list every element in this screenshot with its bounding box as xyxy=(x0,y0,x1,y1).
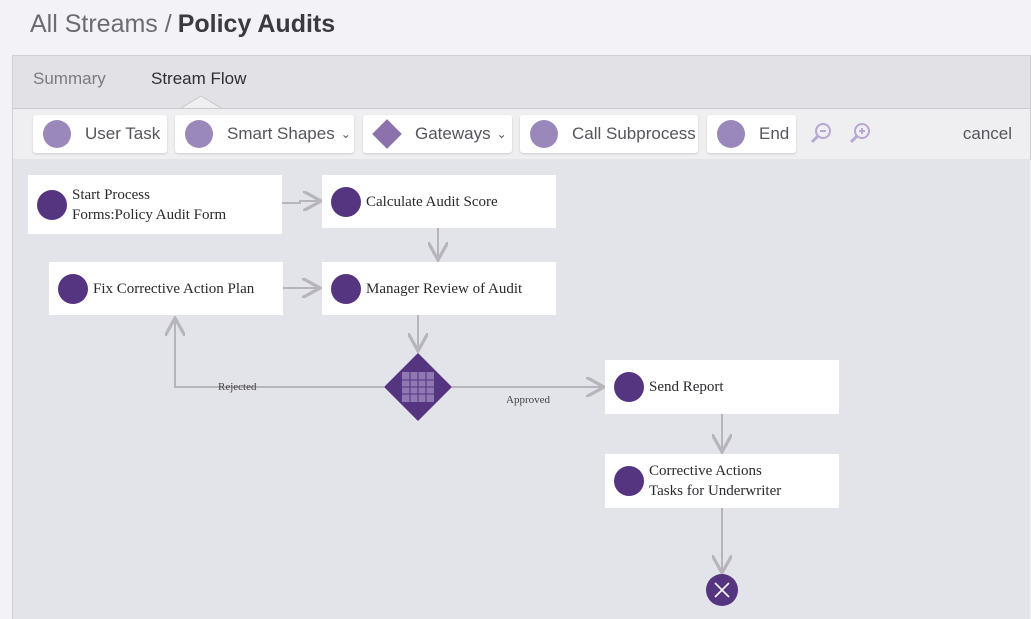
toolbar-button[interactable]: User Task xyxy=(33,115,167,153)
page-title: Policy Audits xyxy=(177,10,336,38)
cancel-button[interactable]: cancel xyxy=(962,124,1012,143)
icon xyxy=(37,189,67,220)
edge-label: Rejected xyxy=(218,381,257,393)
node-label: Send Report xyxy=(649,379,724,395)
tab[interactable]: Summary xyxy=(33,69,106,88)
node-label: Fix Corrective Action Plan xyxy=(93,280,255,297)
breadcrumb: All Streams / Policy Audits xyxy=(30,10,335,39)
flow-node[interactable]: Calculate Audit Score xyxy=(322,175,556,228)
toolbar-button[interactable]: Gateways ⌄ xyxy=(363,115,512,153)
tab-pointer xyxy=(181,96,221,108)
icon xyxy=(43,120,71,148)
node-label: Start Process xyxy=(72,186,150,203)
tab[interactable]: Stream Flow xyxy=(151,69,247,88)
flow-canvas xyxy=(12,159,1030,619)
icon xyxy=(614,372,644,402)
node-label: Forms:Policy Audit Form xyxy=(72,206,227,223)
flow-node[interactable]: Start Process Forms:Policy Audit Form xyxy=(28,175,282,234)
icon xyxy=(331,186,361,217)
node-label: Corrective Actions xyxy=(649,463,762,479)
flow-node[interactable]: Send Report xyxy=(605,360,839,414)
icon xyxy=(331,273,361,304)
button-label: User Task xyxy=(85,124,161,143)
toolbar: User Task Smart Shapes ⌄ Gateways ⌄ Call S… xyxy=(12,108,1031,160)
icon xyxy=(614,466,644,496)
button-label: Gateways xyxy=(415,124,491,143)
node-label: Calculate Audit Score xyxy=(366,193,498,210)
toolbar-button[interactable]: End xyxy=(707,115,796,153)
tab-bar: Summary Stream Flow xyxy=(12,55,1031,108)
icon xyxy=(717,120,745,148)
gateway[interactable] xyxy=(384,353,452,421)
dropdown-caret: ⌄ xyxy=(340,127,351,141)
flow-node[interactable]: Corrective Actions Tasks for Underwriter xyxy=(605,454,839,508)
flow-node[interactable]: Fix Corrective Action Plan xyxy=(49,262,283,315)
icon xyxy=(530,120,558,148)
node-label: Manager Review of Audit xyxy=(366,280,523,297)
button-label: End xyxy=(759,124,790,143)
button-label: Call Subprocess xyxy=(572,124,696,143)
end-event[interactable] xyxy=(706,574,738,606)
zoom-controls[interactable] xyxy=(808,119,888,149)
toolbar-button[interactable]: Smart Shapes ⌄ xyxy=(175,115,354,153)
breadcrumb-link[interactable]: All Streams / xyxy=(30,10,172,38)
button-label: Smart Shapes xyxy=(227,124,335,143)
toolbar-button[interactable]: Call Subprocess xyxy=(520,115,698,153)
icon xyxy=(185,120,213,148)
icon xyxy=(58,273,88,304)
node-label: Tasks for Underwriter xyxy=(649,483,782,499)
flow-node[interactable]: Manager Review of Audit xyxy=(322,262,556,315)
edge-label: Approved xyxy=(506,394,550,406)
dropdown-caret: ⌄ xyxy=(496,127,507,141)
